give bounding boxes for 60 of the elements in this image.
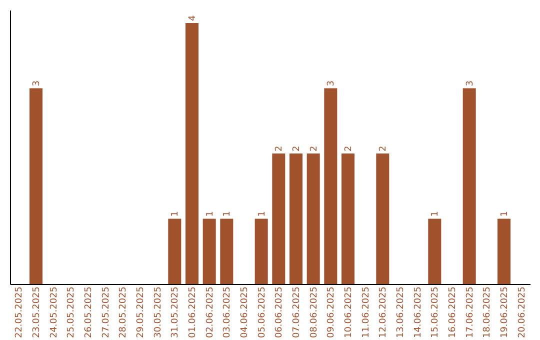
x-tick-label: 07.06.2025	[292, 286, 302, 338]
x-tick-label: 13.06.2025	[396, 286, 406, 338]
x-tick-label: 17.06.2025	[465, 286, 476, 338]
x-tick-label: 19.06.2025	[500, 286, 510, 338]
x-tick-label: 03.06.2025	[222, 286, 233, 338]
data-label: 4	[188, 15, 198, 22]
data-label: 2	[344, 146, 354, 152]
bar	[462, 88, 476, 284]
x-tick-label: 01.06.2025	[188, 286, 198, 338]
data-label: 1	[430, 211, 441, 217]
bar	[290, 154, 302, 284]
bar	[202, 218, 216, 284]
x-tick-label: 08.06.2025	[309, 286, 320, 338]
x-tick-label: 02.06.2025	[205, 286, 216, 338]
data-label: 3	[465, 80, 476, 86]
bar	[428, 218, 442, 284]
x-tick-label: 30.05.2025	[153, 286, 164, 338]
bar	[498, 218, 510, 284]
data-label: 3	[32, 80, 42, 86]
x-tick-label: 09.06.2025	[326, 286, 337, 338]
x-tick-label: 22.05.2025	[14, 286, 25, 338]
data-label: 3	[326, 80, 337, 86]
data-label: 1	[257, 211, 268, 217]
x-tick-label: 29.05.2025	[136, 286, 146, 338]
x-tick-label: 14.06.2025	[413, 286, 424, 338]
x-tick-label: 18.06.2025	[482, 286, 493, 338]
bar	[376, 154, 390, 284]
data-label: 1	[500, 211, 510, 217]
data-label: 1	[205, 211, 216, 217]
x-tick-label: 12.06.2025	[378, 286, 389, 338]
x-tick-label: 10.06.2025	[344, 286, 354, 338]
data-label: 2	[274, 146, 285, 152]
x-tick-label: 27.05.2025	[101, 286, 112, 338]
x-tick-label: 24.05.2025	[49, 286, 60, 338]
x-tick-label: 28.05.2025	[118, 286, 129, 338]
data-label: 2	[309, 146, 320, 152]
bar	[342, 154, 354, 284]
bar	[168, 218, 182, 284]
bar	[272, 154, 286, 284]
bar	[186, 23, 198, 284]
data-label: 2	[292, 146, 302, 152]
x-tick-label: 05.06.2025	[257, 286, 268, 338]
x-tick-label: 16.06.2025	[448, 286, 458, 338]
bar	[254, 218, 268, 284]
x-tick-label: 06.06.2025	[274, 286, 285, 338]
x-tick-label: 31.05.2025	[170, 286, 181, 338]
x-tick-label: 15.06.2025	[430, 286, 441, 338]
bar	[306, 154, 320, 284]
x-tick-label: 26.05.2025	[84, 286, 94, 338]
data-label: 1	[222, 211, 233, 217]
x-tick-label: 04.06.2025	[240, 286, 250, 338]
x-tick-label: 11.06.2025	[361, 286, 372, 338]
bar	[220, 218, 234, 284]
bar	[324, 88, 338, 284]
data-label: 1	[170, 211, 181, 217]
data-label: 2	[378, 146, 389, 152]
x-tick-label: 23.05.2025	[32, 286, 42, 338]
bar	[30, 88, 42, 284]
x-tick-label: 25.05.2025	[66, 286, 77, 338]
x-tick-label: 20.06.2025	[517, 286, 528, 338]
